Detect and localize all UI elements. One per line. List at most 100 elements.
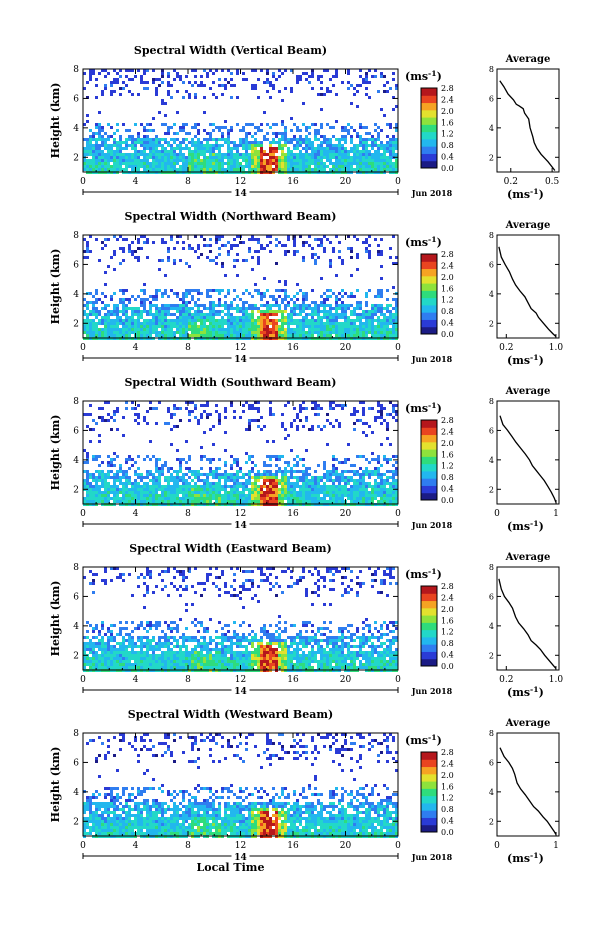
- x-tick-label: 8: [185, 343, 191, 353]
- average-title: Average: [505, 54, 551, 65]
- x-tick-label: 8: [185, 509, 191, 519]
- colorbar-tick-label: 1.6: [441, 284, 454, 293]
- colorbar-unit: (ms-1): [405, 235, 442, 249]
- y-tick-label: 8: [73, 65, 79, 75]
- day-label: 14: [234, 521, 247, 531]
- panel-title: Spectral Width (Eastward Beam): [129, 542, 331, 555]
- colorbar-unit: (ms-1): [405, 69, 442, 83]
- avg-x-tick-label: 0: [494, 841, 500, 851]
- x-tick-label: 16: [287, 509, 299, 519]
- colorbar-segment: [421, 109, 437, 118]
- colorbar-segment: [421, 492, 437, 501]
- panel-1: Spectral Width (Vertical Beam) 2 4 6 8 0 4 8 12 1…: [49, 44, 560, 201]
- colorbar-tick-label: 0.4: [441, 319, 454, 328]
- heatmap-field: [83, 69, 398, 174]
- colorbar-tick-label: 0.0: [441, 330, 454, 339]
- colorbar-segment: [421, 131, 437, 140]
- colorbar-tick-label: 0.8: [441, 473, 454, 482]
- colorbar-tick-label: 0.8: [441, 639, 454, 648]
- avg-x-tick-label: 1.0: [549, 675, 564, 685]
- colorbar-tick-label: 0.0: [441, 164, 454, 173]
- colorbar-segment: [421, 434, 437, 443]
- date-label: Jun 2018: [411, 188, 453, 198]
- colorbar-tick-label: 0.4: [441, 817, 454, 826]
- colorbar-tick-label: 1.2: [441, 628, 454, 637]
- colorbar-tick-label: 2.8: [441, 84, 454, 93]
- colorbar-segment: [421, 138, 437, 147]
- colorbar-tick-label: 1.2: [441, 462, 454, 471]
- y-tick-label: 6: [73, 260, 79, 270]
- colorbar-segment: [421, 600, 437, 609]
- x-tick-label: 0: [80, 177, 86, 187]
- x-tick-label: 12: [235, 177, 246, 187]
- y-axis-label: Height (km): [49, 415, 62, 491]
- y-tick-label: 8: [73, 397, 79, 407]
- date-label: Jun 2018: [411, 852, 453, 862]
- avg-y-tick-label: 2: [489, 485, 494, 494]
- y-tick-label: 8: [73, 729, 79, 739]
- day-label: 14: [234, 853, 247, 863]
- colorbar-segment: [421, 802, 437, 811]
- x-tick-label: 0: [395, 177, 401, 187]
- colorbar-segment: [421, 420, 437, 428]
- heatmap-field: [83, 401, 398, 506]
- colorbar-segment: [421, 644, 437, 652]
- colorbar-segment: [421, 312, 437, 320]
- avg-x-tick-label: 0.2: [499, 343, 513, 353]
- day-label: 14: [234, 189, 247, 199]
- average-unit: (ms-1): [507, 519, 544, 533]
- average-title: Average: [505, 220, 551, 231]
- colorbar-segment: [421, 117, 437, 125]
- heatmap-field: [83, 235, 398, 340]
- x-tick-label: 20: [340, 509, 352, 519]
- colorbar-segment: [421, 297, 437, 306]
- x-tick-label: 20: [340, 841, 352, 851]
- colorbar-segment: [421, 304, 437, 313]
- y-tick-label: 4: [73, 456, 79, 466]
- colorbar-frame: [420, 751, 438, 833]
- colorbar-segment: [421, 636, 437, 645]
- colorbar-segment: [421, 622, 437, 631]
- y-tick-label: 8: [73, 231, 79, 241]
- avg-x-tick-label: 0: [494, 509, 500, 519]
- avg-y-tick-label: 2: [489, 651, 494, 660]
- average-unit: (ms-1): [507, 353, 544, 367]
- colorbar-tick-label: 2.8: [441, 416, 454, 425]
- day-label: 14: [234, 687, 247, 697]
- x-tick-label: 4: [133, 509, 139, 519]
- colorbar-segment: [421, 102, 437, 111]
- panel-4: Spectral Width (Eastward Beam) 2 4 6 8 0 4 8 12 1…: [49, 542, 563, 699]
- x-tick-label: 20: [340, 177, 352, 187]
- heatmap-field: [83, 733, 398, 838]
- average-title: Average: [505, 552, 551, 563]
- x-tick-label: 12: [235, 841, 246, 851]
- colorbar-segment: [421, 824, 437, 833]
- colorbar-tick-label: 2.0: [441, 273, 454, 282]
- x-tick-label: 12: [235, 343, 246, 353]
- avg-y-tick-label: 8: [489, 397, 494, 406]
- colorbar-segment: [421, 319, 437, 328]
- colorbar-segment: [421, 478, 437, 486]
- colorbar-segment: [421, 326, 437, 335]
- x-tick-label: 0: [80, 509, 86, 519]
- avg-y-tick-label: 6: [489, 426, 494, 435]
- colorbar-segment: [421, 160, 437, 169]
- x-tick-label: 12: [235, 675, 246, 685]
- colorbar-tick-label: 2.4: [441, 427, 454, 436]
- day-label: 14: [234, 355, 247, 365]
- x-tick-label: 16: [287, 343, 299, 353]
- average-unit: (ms-1): [507, 187, 544, 201]
- colorbar-unit: (ms-1): [405, 733, 442, 747]
- y-axis-label: Height (km): [49, 249, 62, 325]
- x-tick-label: 0: [395, 841, 401, 851]
- colorbar-tick-label: 2.4: [441, 95, 454, 104]
- colorbar-tick-label: 2.0: [441, 771, 454, 780]
- colorbar-tick-label: 1.6: [441, 782, 454, 791]
- colorbar-segment: [421, 275, 437, 284]
- colorbar-tick-label: 0.8: [441, 805, 454, 814]
- y-axis-label: Height (km): [49, 581, 62, 657]
- colorbar-tick-label: 2.0: [441, 605, 454, 614]
- avg-x-tick-label: 0.5: [545, 177, 560, 187]
- colorbar-segment: [421, 470, 437, 479]
